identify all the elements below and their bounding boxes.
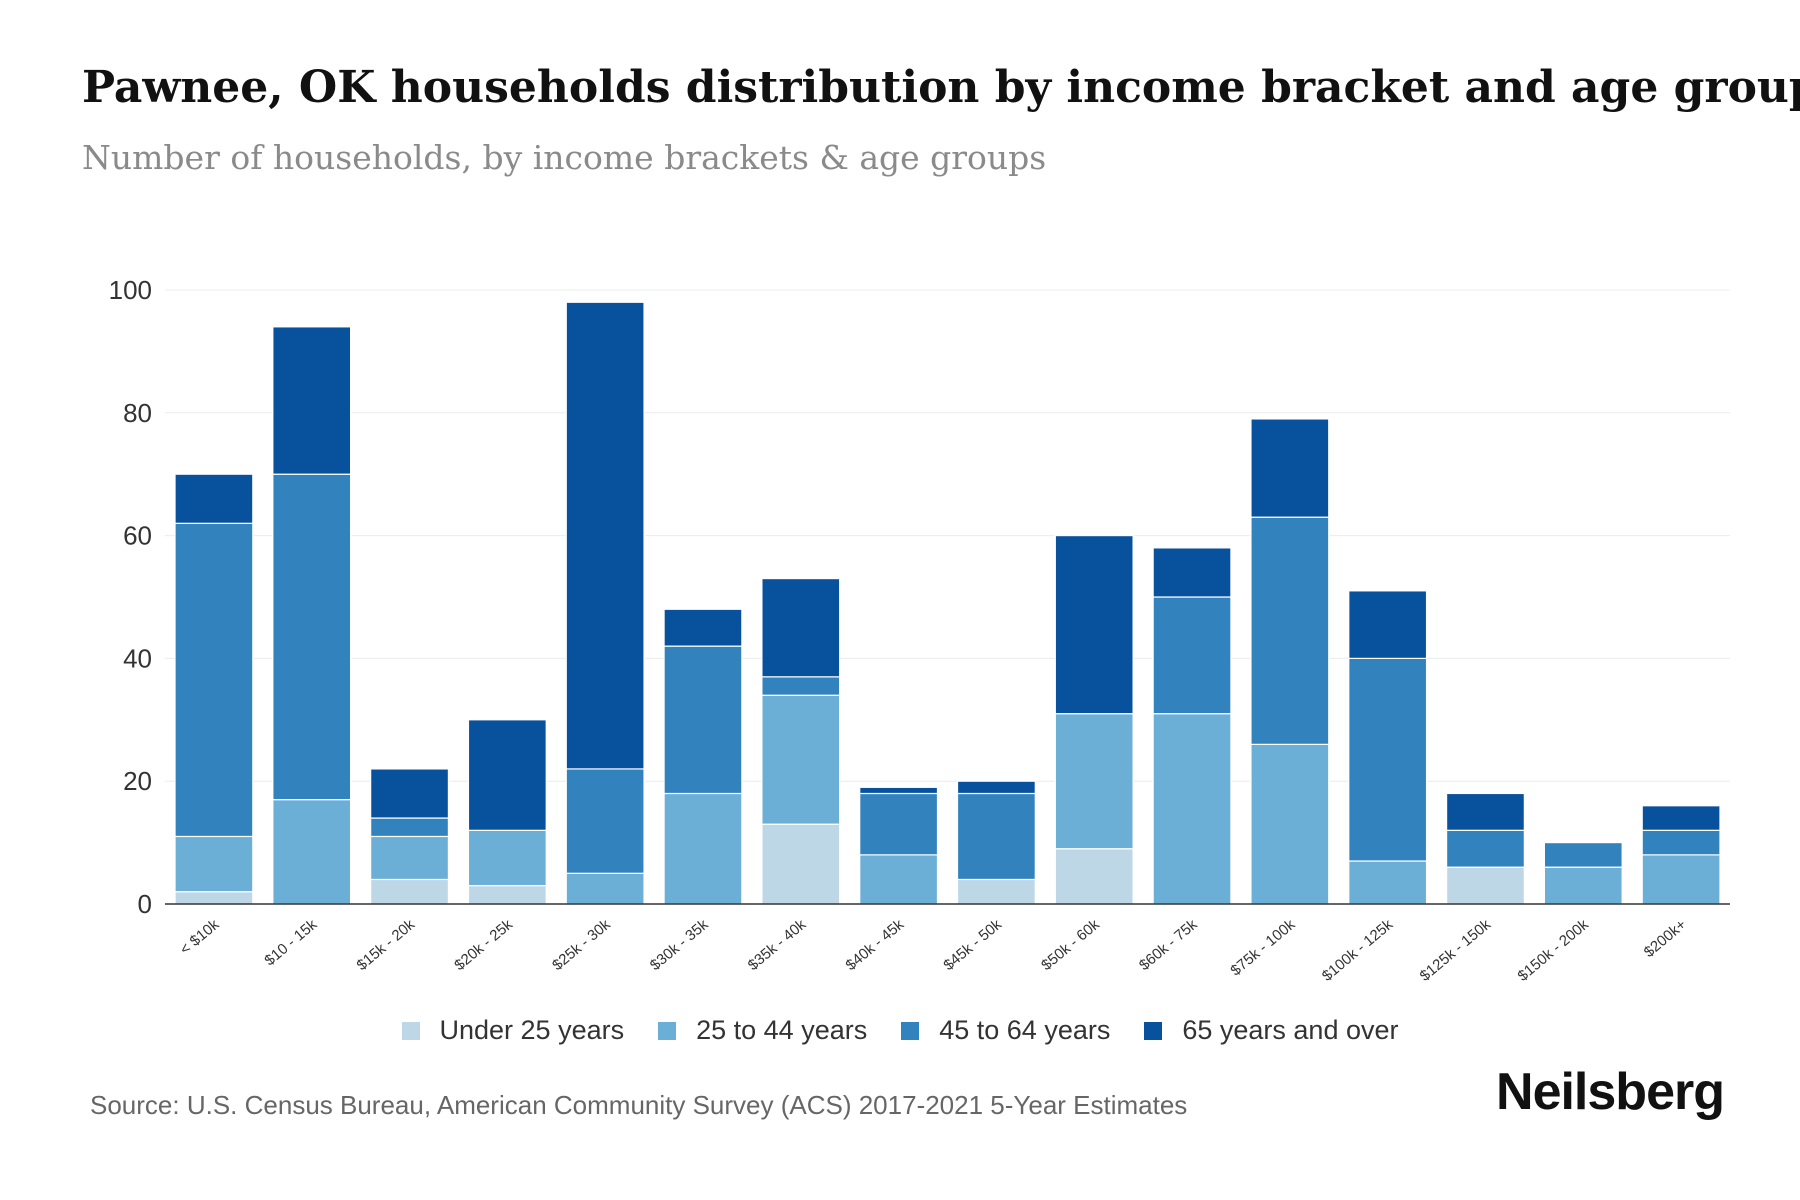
bar-segment bbox=[272, 799, 352, 905]
x-tick-label: $100k - 125k bbox=[1319, 916, 1397, 985]
bar-segment bbox=[1641, 854, 1721, 905]
bar-segment bbox=[1348, 590, 1428, 659]
x-tick-label: $125k - 150k bbox=[1417, 916, 1495, 985]
bar-segment bbox=[956, 878, 1036, 905]
legend-item: 25 to 44 years bbox=[658, 1015, 867, 1046]
bar-segment bbox=[1250, 516, 1330, 745]
x-tick-label: $200k+ bbox=[1641, 916, 1690, 961]
bar-segment bbox=[174, 473, 254, 524]
y-tick-label: 100 bbox=[109, 275, 152, 305]
bar-segment bbox=[663, 608, 743, 647]
bar-segment bbox=[1543, 866, 1623, 905]
bar-segment bbox=[1152, 547, 1232, 598]
chart-title: Pawnee, OK households distribution by in… bbox=[82, 62, 1800, 113]
bar-segment bbox=[272, 473, 352, 801]
bar-segment bbox=[1348, 860, 1428, 905]
x-tick-label: $150k - 200k bbox=[1514, 916, 1592, 985]
bar-segment bbox=[1445, 792, 1525, 831]
bar-segment bbox=[1250, 418, 1330, 518]
bar-segment bbox=[174, 522, 254, 838]
source-note: Source: U.S. Census Bureau, American Com… bbox=[90, 1090, 1188, 1120]
bar-segment bbox=[1348, 657, 1428, 862]
bar-segment bbox=[1152, 713, 1232, 905]
bar-segment bbox=[370, 878, 450, 905]
x-tick-label: $60k - 75k bbox=[1136, 916, 1201, 974]
bar-segment bbox=[174, 891, 254, 905]
y-tick-label: 20 bbox=[123, 766, 152, 796]
bar-segment bbox=[761, 694, 841, 825]
bar-segment bbox=[565, 768, 645, 874]
y-tick-label: 0 bbox=[138, 889, 152, 919]
y-tick-label: 80 bbox=[123, 398, 152, 428]
bar-segment bbox=[467, 719, 547, 831]
bar-segment bbox=[1152, 596, 1232, 715]
x-tick-label: $10 - 15k bbox=[261, 916, 320, 970]
bar-segment bbox=[370, 768, 450, 819]
bar-segment bbox=[1054, 534, 1134, 715]
legend-item: Under 25 years bbox=[401, 1015, 625, 1046]
legend-swatch bbox=[401, 1021, 420, 1040]
x-tick-label: $35k - 40k bbox=[745, 916, 810, 974]
bar-segment bbox=[1054, 848, 1134, 905]
bar-segment bbox=[1543, 841, 1623, 868]
bar-segment bbox=[1641, 829, 1721, 856]
bar-segment bbox=[1445, 829, 1525, 868]
x-tick-label: $30k - 35k bbox=[647, 916, 712, 974]
bar-segment bbox=[370, 817, 450, 838]
x-tick-label: $75k - 100k bbox=[1227, 916, 1298, 980]
x-tick-label: < $10k bbox=[177, 916, 223, 959]
y-tick-label: 40 bbox=[123, 643, 152, 673]
y-tick-label: 60 bbox=[123, 521, 152, 551]
bar-segment bbox=[565, 872, 645, 905]
legend-label: 25 to 44 years bbox=[696, 1015, 868, 1045]
bar-segment bbox=[370, 835, 450, 881]
bar-segment bbox=[1054, 713, 1134, 850]
bar-segment bbox=[859, 854, 939, 905]
bar-segment bbox=[859, 786, 939, 795]
bar-segment bbox=[467, 829, 547, 887]
bar-segment bbox=[761, 577, 841, 678]
bar-segment bbox=[565, 301, 645, 770]
bar-segment bbox=[859, 792, 939, 856]
bar-segment bbox=[1250, 743, 1330, 905]
x-tick-label: $15k - 20k bbox=[354, 916, 419, 974]
legend-label: Under 25 years bbox=[439, 1015, 625, 1045]
bar-segment bbox=[761, 676, 841, 696]
legend-swatch bbox=[901, 1021, 920, 1040]
legend-swatch bbox=[1144, 1021, 1163, 1040]
bar-segment bbox=[956, 792, 1036, 881]
bar-segment bbox=[761, 823, 841, 905]
chart-subtitle: Number of households, by income brackets… bbox=[82, 138, 1047, 177]
bar-segment bbox=[1445, 866, 1525, 905]
legend-item: 45 to 64 years bbox=[901, 1015, 1110, 1046]
legend-label: 65 years and over bbox=[1182, 1015, 1399, 1045]
bar-segment bbox=[1641, 805, 1721, 831]
bar-segment bbox=[272, 326, 352, 475]
x-tick-label: $50k - 60k bbox=[1038, 916, 1103, 974]
bar-segment bbox=[663, 792, 743, 905]
legend-item: 65 years and over bbox=[1144, 1015, 1399, 1046]
brand-logo: Neilsberg bbox=[1496, 1063, 1725, 1121]
bar-segment bbox=[467, 884, 547, 905]
legend-swatch bbox=[658, 1021, 677, 1040]
x-tick-label: $25k - 30k bbox=[549, 916, 614, 974]
bar-segment bbox=[663, 645, 743, 795]
x-tick-label: $45k - 50k bbox=[940, 916, 1005, 974]
chart-legend: Under 25 years 25 to 44 years 45 to 64 yea… bbox=[0, 1015, 1800, 1046]
legend-label: 45 to 64 years bbox=[939, 1015, 1111, 1045]
x-tick-label: $20k - 25k bbox=[451, 916, 516, 974]
bar-segment bbox=[956, 780, 1036, 795]
bar-segment bbox=[174, 835, 254, 893]
x-tick-label: $40k - 45k bbox=[843, 916, 908, 974]
